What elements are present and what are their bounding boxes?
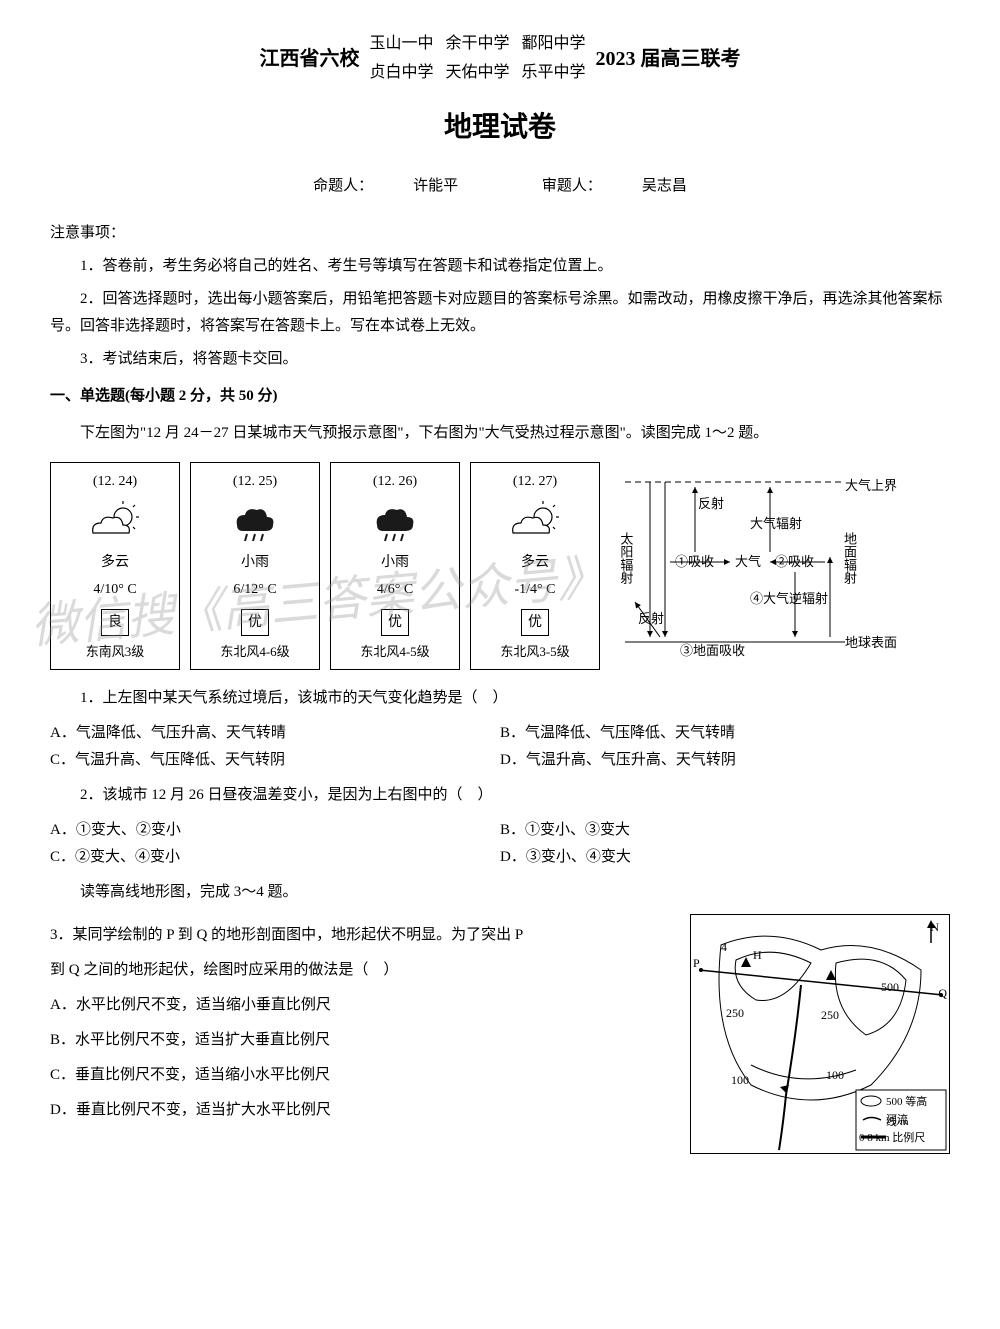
option: C．气温升高、气压降低、天气转阴 <box>50 747 500 774</box>
contour-value: 100 <box>826 1065 844 1087</box>
weather-card: (12. 26) 小雨 4/6° C 优 东北风4-5级 <box>330 462 460 670</box>
weather-desc: 多云 <box>477 550 593 575</box>
diagram-label: 大气上界 <box>845 474 897 497</box>
option: B．气温降低、气压降低、天气转晴 <box>500 720 950 747</box>
diagram-label: ③地面吸收 <box>680 639 745 662</box>
paper-title: 地理试卷 <box>50 103 950 153</box>
legend-label: 0 8 km 比例尺 <box>859 1129 925 1149</box>
school-name: 余干中学 <box>445 30 509 59</box>
option: A．①变大、②变小 <box>50 817 500 844</box>
school-name: 乐平中学 <box>522 59 586 88</box>
question-stem: 3．某同学绘制的 P 到 Q 的地形剖面图中，地形起伏不明显。为了突出 P <box>50 922 670 949</box>
peak-label: H <box>753 945 762 967</box>
setter: 命题人：许能平 <box>293 178 478 194</box>
school-name: 玉山一中 <box>369 30 433 59</box>
diagram-label: 太阳辐射 <box>614 532 637 584</box>
weather-temp: -1/4° C <box>477 577 593 602</box>
authors-row: 命题人：许能平 审题人：吴志昌 <box>50 173 950 200</box>
school-name: 天佑中学 <box>445 59 509 88</box>
contour-value: 250 <box>726 1003 744 1025</box>
diagram-label: 地球表面 <box>845 631 897 654</box>
weather-temp: 4/6° C <box>337 577 453 602</box>
topographic-map: N P Q H 4 250 100 100 250 500 500 等高线/m … <box>690 914 950 1154</box>
weather-date: (12. 25) <box>197 469 313 494</box>
diagram-label: 反射 <box>698 492 724 515</box>
air-quality-badge: 优 <box>241 609 269 636</box>
diagram-label: 大气 <box>735 550 761 573</box>
diagram-label: 大气辐射 <box>750 512 802 535</box>
diagram-label: 地面辐射 <box>838 532 861 584</box>
contour-value: 500 <box>881 977 899 999</box>
weather-date: (12. 24) <box>57 469 173 494</box>
weather-wind: 东北风4-6级 <box>197 640 313 663</box>
partly-cloudy-icon <box>477 498 593 548</box>
question-stem: 1．上左图中某天气系统过境后，该城市的天气变化趋势是（ ） <box>50 685 950 712</box>
weather-wind: 东南风3级 <box>57 640 173 663</box>
section-heading: 一、单选题(每小题 2 分，共 50 分) <box>50 383 950 410</box>
weather-desc: 小雨 <box>197 550 313 575</box>
notice-item: 2．回答选择题时，选出每小题答案后，用铅笔把答题卡对应题目的答案标号涂黑。如需改… <box>50 286 950 340</box>
option: B．①变小、③变大 <box>500 817 950 844</box>
diagram-label: ④大气逆辐射 <box>750 587 828 610</box>
north-label: N <box>930 917 939 939</box>
rain-icon <box>337 498 453 548</box>
notice-item: 1．答卷前，考生务必将自己的姓名、考生号等填写在答题卡和试卷指定位置上。 <box>50 253 950 280</box>
exam-header: 江西省六校 玉山一中 余干中学 鄱阳中学 贞白中学 天佑中学 乐平中学 2023… <box>50 30 950 88</box>
weather-desc: 小雨 <box>337 550 453 575</box>
option: B．水平比例尺不变，适当扩大垂直比例尺 <box>50 1027 670 1054</box>
weather-card: (12. 24) 多云 4/10° C 良 东南风3级 <box>50 462 180 670</box>
option: A．气温降低、气压升高、天气转晴 <box>50 720 500 747</box>
rain-icon <box>197 498 313 548</box>
diagram-label: ①吸收 <box>675 550 714 573</box>
weather-temp: 4/10° C <box>57 577 173 602</box>
notice-item: 3．考试结束后，将答题卡交回。 <box>50 346 950 373</box>
contour-value: 250 <box>821 1005 839 1027</box>
option: D．气温升高、气压升高、天气转阴 <box>500 747 950 774</box>
air-quality-badge: 良 <box>101 609 129 636</box>
options-block: A．①变大、②变小 B．①变小、③变大 C．②变大、④变小 D．③变小、④变大 <box>50 817 950 871</box>
reviewer: 审题人：吴志昌 <box>522 178 707 194</box>
exam-label: 2023 届高三联考 <box>596 41 741 77</box>
contour-value: 4 <box>721 937 727 959</box>
question-with-figure: 3．某同学绘制的 P 到 Q 的地形剖面图中，地形起伏不明显。为了突出 P 到 … <box>50 914 950 1154</box>
question-intro: 读等高线地形图，完成 3～4 题。 <box>50 879 950 906</box>
weather-temp: 6/12° C <box>197 577 313 602</box>
figures-row: (12. 24) 多云 4/10° C 良 东南风3级 (12. 25) <box>50 462 950 670</box>
air-quality-badge: 优 <box>521 609 549 636</box>
option: A．水平比例尺不变，适当缩小垂直比例尺 <box>50 992 670 1019</box>
air-quality-badge: 优 <box>381 609 409 636</box>
notice-label: 注意事项： <box>50 220 950 247</box>
weather-date: (12. 26) <box>337 469 453 494</box>
atmosphere-diagram: 大气上界 地球表面 太阳辐射 地面辐射 反射 反射 ①吸收 大气辐射 大气 ②吸… <box>620 462 900 662</box>
point-label: P <box>693 953 700 975</box>
school-name: 贞白中学 <box>369 59 433 88</box>
option: C．垂直比例尺不变，适当缩小水平比例尺 <box>50 1062 670 1089</box>
province-label: 江西省六校 <box>259 41 359 77</box>
school-name: 鄱阳中学 <box>522 30 586 59</box>
weather-wind: 东北风3-5级 <box>477 640 593 663</box>
option: D．垂直比例尺不变，适当扩大水平比例尺 <box>50 1097 670 1124</box>
diagram-label: ②吸收 <box>775 550 814 573</box>
schools-grid: 玉山一中 余干中学 鄱阳中学 贞白中学 天佑中学 乐平中学 <box>369 30 585 88</box>
options-block: A．气温降低、气压升高、天气转晴 B．气温降低、气压降低、天气转晴 C．气温升高… <box>50 720 950 774</box>
diagram-label: 反射 <box>638 607 664 630</box>
partly-cloudy-icon <box>57 498 173 548</box>
weather-desc: 多云 <box>57 550 173 575</box>
question-stem: 2．该城市 12 月 26 日昼夜温差变小，是因为上右图中的（ ） <box>50 782 950 809</box>
weather-date: (12. 27) <box>477 469 593 494</box>
option: C．②变大、④变小 <box>50 844 500 871</box>
contour-value: 100 <box>731 1070 749 1092</box>
question-stem: 到 Q 之间的地形起伏，绘图时应采用的做法是（ ） <box>50 957 670 984</box>
weather-wind: 东北风4-5级 <box>337 640 453 663</box>
point-label: Q <box>938 983 947 1005</box>
weather-card: (12. 27) 多云 -1/4° C 优 东北风3-5级 <box>470 462 600 670</box>
legend-label: 河流 <box>886 1111 908 1131</box>
option: D．③变小、④变大 <box>500 844 950 871</box>
question-intro: 下左图为"12 月 24－27 日某城市天气预报示意图"，下右图为"大气受热过程… <box>50 420 950 447</box>
weather-card: (12. 25) 小雨 6/12° C 优 东北风4-6级 <box>190 462 320 670</box>
